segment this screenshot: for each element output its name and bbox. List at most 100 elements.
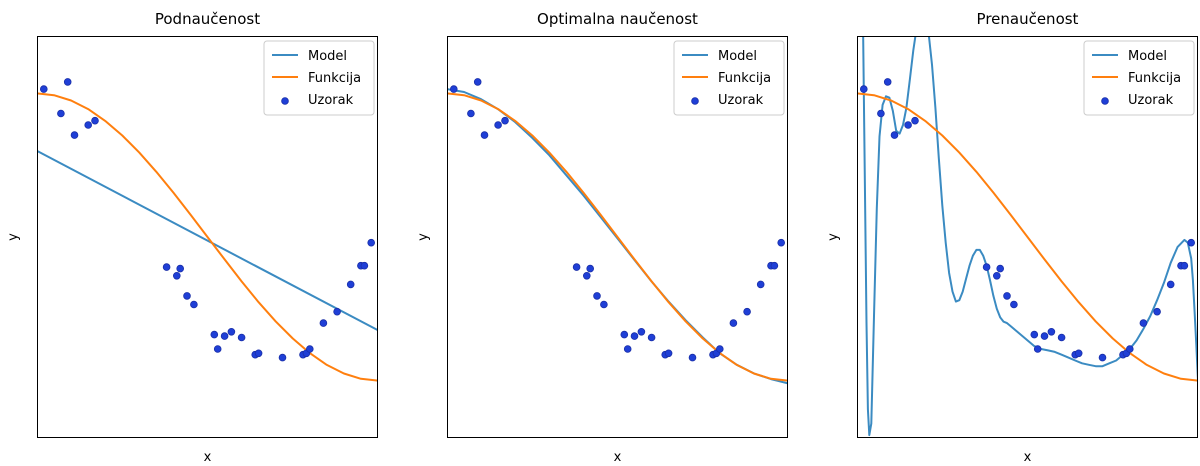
- legend-label: Model: [308, 49, 347, 64]
- axes-frame: [37, 36, 378, 438]
- sample-point: [480, 131, 489, 139]
- legend-entry-funkcija: Funkcija: [682, 71, 771, 86]
- sample-point: [1003, 292, 1011, 300]
- legend-entry-model: Model: [1092, 49, 1167, 64]
- sample-point: [213, 345, 222, 353]
- sample-point: [162, 263, 171, 271]
- legend-label: Funkcija: [1128, 71, 1181, 86]
- legend-label: Model: [1128, 49, 1167, 64]
- sample-point: [992, 271, 1001, 280]
- legend-label: Uzorak: [718, 93, 764, 108]
- sample-point: [572, 263, 581, 271]
- legend-entry-uzorak: Uzorak: [1101, 93, 1174, 108]
- sample-point: [904, 121, 912, 129]
- legend-box: [1083, 40, 1195, 116]
- sample-point: [467, 109, 475, 118]
- x-axis-label: x: [204, 450, 212, 465]
- plot-content: [447, 78, 788, 385]
- sample-point: [473, 78, 482, 86]
- sample-point: [877, 109, 885, 118]
- sample-point: [360, 261, 369, 270]
- legend-label: Funkcija: [308, 71, 361, 86]
- plot-content: [37, 78, 378, 382]
- sample-point: [220, 332, 229, 340]
- sample-point: [183, 292, 191, 300]
- subplot-overfitting: Prenaučenost x y Model Funkcija Uzorak: [826, 10, 1198, 465]
- sample-point: [620, 330, 629, 339]
- sample-point: [1139, 319, 1148, 327]
- sample-point: [237, 333, 246, 342]
- sample-point: [729, 319, 738, 327]
- sample-point: [346, 280, 355, 289]
- legend-label: Funkcija: [718, 71, 771, 86]
- sample-point: [84, 121, 92, 129]
- sample-point: [647, 333, 656, 342]
- sample-point: [1057, 333, 1066, 342]
- series-line-model: [37, 150, 378, 332]
- sample-point: [305, 345, 314, 353]
- subplot-underfitting: Podnaučenost x y Model Funkcija Uzorak: [6, 10, 378, 465]
- sample-point: [600, 300, 608, 309]
- sample-point: [1187, 238, 1195, 247]
- sample-point: [1166, 280, 1175, 289]
- legend-marker-swatch: [1101, 97, 1109, 105]
- y-axis-label: y: [416, 233, 431, 241]
- axes-frame: [447, 36, 788, 438]
- axes-frame: [857, 36, 1198, 438]
- sample-point: [996, 264, 1004, 273]
- legend-label: Uzorak: [1128, 93, 1174, 108]
- sample-point: [449, 85, 458, 93]
- legend-marker-swatch: [691, 97, 699, 105]
- sample-point: [63, 78, 72, 86]
- x-axis-label: x: [614, 450, 622, 465]
- legend-box: [263, 40, 375, 116]
- sample-point: [1030, 330, 1039, 339]
- series-line-funkcija: [857, 92, 1198, 382]
- legend-entry-uzorak: Uzorak: [691, 93, 764, 108]
- sample-point: [1047, 327, 1056, 336]
- legend-entry-funkcija: Funkcija: [272, 71, 361, 86]
- legend-marker-swatch: [281, 97, 289, 105]
- legend-entry-model: Model: [682, 49, 757, 64]
- sample-point: [637, 327, 646, 336]
- sample-point: [1098, 353, 1107, 362]
- sample-point: [623, 345, 632, 353]
- sample-point: [278, 353, 287, 362]
- sample-point: [586, 264, 594, 273]
- sample-point: [1033, 345, 1042, 353]
- sample-point: [630, 332, 639, 340]
- legend-entry-uzorak: Uzorak: [281, 93, 354, 108]
- sample-point: [770, 261, 779, 270]
- legend-box: [673, 40, 785, 116]
- sample-point: [756, 280, 765, 289]
- series-line-funkcija: [447, 92, 788, 382]
- legend-entry-model: Model: [272, 49, 347, 64]
- sample-point: [715, 345, 724, 353]
- series-line-funkcija: [37, 92, 378, 382]
- sample-point: [494, 121, 502, 129]
- plot-content: [857, 36, 1198, 437]
- sample-point: [319, 319, 328, 327]
- sample-point: [743, 307, 751, 316]
- sample-point: [173, 271, 181, 280]
- sample-point: [254, 349, 263, 358]
- sample-point: [593, 292, 601, 300]
- chart-title: Optimalna naučenost: [537, 10, 698, 28]
- sample-point: [1010, 300, 1018, 309]
- sample-point: [1040, 332, 1049, 340]
- legend-label: Uzorak: [308, 93, 354, 108]
- sample-point: [190, 300, 198, 309]
- sample-point: [1126, 345, 1134, 353]
- sample-point: [582, 271, 591, 280]
- sample-point: [1074, 349, 1083, 358]
- legend: Model Funkcija Uzorak: [1083, 40, 1195, 116]
- x-axis-label: x: [1024, 450, 1032, 465]
- chart-title: Prenaučenost: [977, 10, 1079, 28]
- legend-label: Model: [718, 49, 757, 64]
- sample-point: [227, 327, 236, 336]
- sample-point: [57, 109, 65, 118]
- chart-title: Podnaučenost: [155, 10, 260, 28]
- legend: Model Funkcija Uzorak: [673, 40, 785, 116]
- sample-point: [664, 349, 673, 358]
